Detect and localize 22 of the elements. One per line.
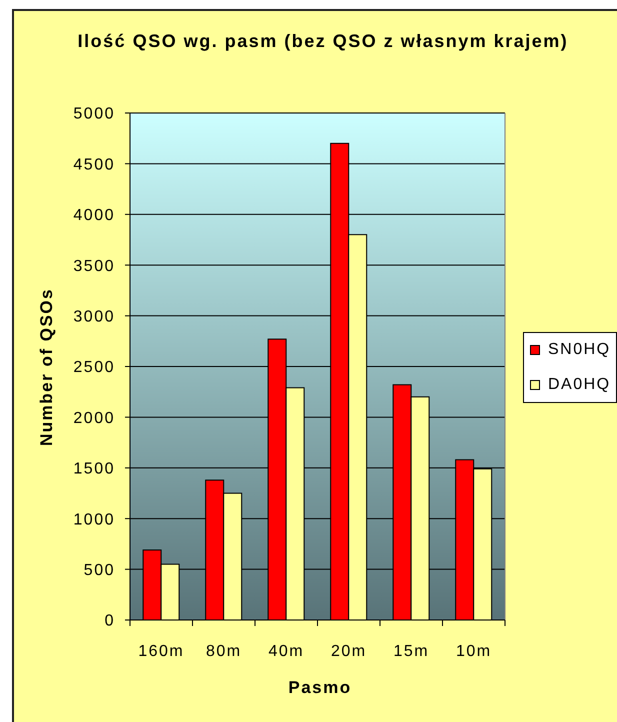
y-tick-label: 500 [84, 562, 115, 579]
chart-title: Ilość QSO wg. pasm (bez QSO z własnym krajem) [76, 31, 570, 52]
y-tick-label: 3500 [73, 258, 115, 275]
legend-label: SN0HQ [548, 341, 611, 359]
y-tick-label: 0 [104, 612, 115, 630]
y-tick-label: 3000 [73, 308, 115, 326]
y-axis-title: Number of QSOs [37, 288, 57, 446]
y-tick-label: 2000 [73, 410, 115, 427]
x-tick-label: 10m [456, 643, 492, 660]
y-tick-label: 1000 [73, 511, 115, 528]
x-tick-label: 40m [268, 643, 304, 660]
y-tick-label: 1500 [73, 460, 115, 478]
y-tick-label: 2500 [73, 359, 115, 376]
y-tick-label: 4500 [73, 156, 115, 174]
x-tick-label: 15m [393, 643, 430, 660]
y-tick-label: 4000 [73, 207, 115, 224]
x-axis-title: Pasmo [287, 678, 353, 698]
x-tick-label: 20m [330, 643, 367, 660]
legend-label: DA0HQ [548, 376, 611, 394]
y-tick-label: 5000 [73, 106, 115, 123]
x-tick-label: 80m [206, 643, 242, 660]
x-tick-label: 160m [138, 643, 184, 660]
